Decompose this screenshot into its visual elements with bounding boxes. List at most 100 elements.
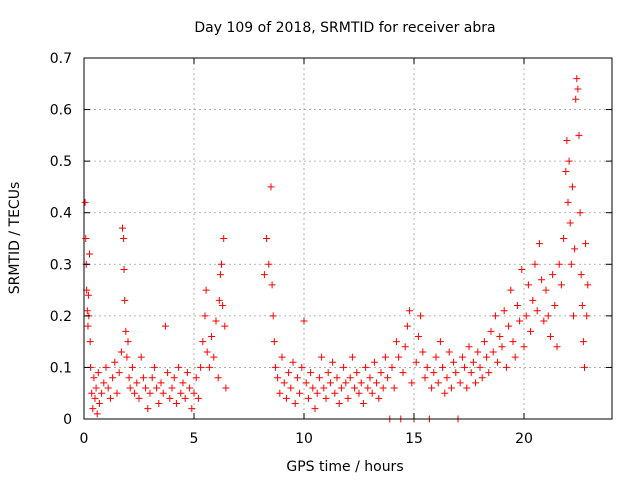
data-point — [573, 75, 581, 83]
data-point — [293, 374, 301, 382]
x-tick-label: 10 — [295, 431, 313, 447]
data-point — [181, 394, 189, 402]
data-point — [315, 374, 323, 382]
data-point — [447, 384, 455, 392]
data-point — [100, 379, 108, 387]
data-point — [102, 363, 110, 371]
data-point — [131, 389, 139, 397]
data-point — [533, 307, 541, 315]
y-tick-label: 0.2 — [50, 309, 72, 325]
data-point — [476, 363, 484, 371]
data-point — [436, 338, 444, 346]
data-point — [268, 281, 276, 289]
data-point — [177, 389, 185, 397]
data-point — [159, 389, 167, 397]
data-point — [115, 369, 123, 377]
data-point — [202, 286, 210, 294]
data-point — [578, 302, 586, 310]
data-point — [520, 343, 528, 351]
data-point — [94, 369, 102, 377]
data-point — [155, 400, 163, 408]
y-tick-label: 0.6 — [50, 103, 72, 119]
data-point — [86, 250, 93, 258]
data-point — [498, 343, 506, 351]
data-point — [565, 157, 573, 165]
data-point — [125, 374, 133, 382]
data-point — [414, 332, 422, 340]
data-point — [527, 327, 535, 335]
data-point — [309, 384, 317, 392]
data-point — [549, 271, 557, 279]
data-point — [201, 312, 209, 320]
data-point — [170, 374, 178, 382]
data-point — [370, 358, 378, 366]
data-point — [289, 358, 297, 366]
x-tick-label: 20 — [515, 431, 533, 447]
data-point — [518, 265, 526, 273]
data-point — [109, 374, 117, 382]
data-point — [133, 379, 141, 387]
data-point — [194, 394, 202, 402]
data-point — [280, 379, 288, 387]
data-point — [364, 384, 372, 392]
data-point — [212, 317, 220, 325]
data-point — [89, 405, 97, 413]
data-point — [570, 312, 577, 320]
y-tick-label: 0 — [63, 412, 72, 428]
data-point — [126, 384, 134, 392]
data-point — [278, 353, 286, 361]
data-point — [172, 400, 180, 408]
data-point — [197, 363, 205, 371]
data-point — [487, 327, 495, 335]
data-point — [221, 322, 229, 330]
data-point — [168, 384, 176, 392]
data-point — [81, 198, 89, 206]
data-point — [123, 353, 131, 361]
data-point — [434, 379, 442, 387]
data-point — [311, 405, 319, 413]
data-point — [302, 379, 310, 387]
data-point — [480, 338, 488, 346]
data-point — [270, 338, 278, 346]
data-point — [83, 307, 91, 315]
data-point — [513, 302, 521, 310]
data-point — [544, 312, 552, 320]
data-point — [575, 131, 583, 139]
data-point — [179, 379, 187, 387]
data-point — [401, 343, 409, 351]
data-point — [340, 363, 348, 371]
data-point — [333, 374, 341, 382]
data-point — [384, 374, 392, 382]
data-point — [342, 379, 350, 387]
data-point — [285, 369, 293, 377]
data-point — [208, 332, 216, 340]
data-point — [469, 358, 477, 366]
data-point — [271, 363, 279, 371]
data-point — [563, 137, 571, 145]
data-point — [117, 348, 125, 356]
data-point — [166, 394, 174, 402]
data-point — [88, 389, 96, 397]
data-point — [566, 219, 574, 227]
data-point — [307, 369, 315, 377]
data-point — [423, 363, 431, 371]
data-point — [222, 384, 230, 392]
data-point — [218, 260, 225, 268]
data-point — [282, 394, 290, 402]
data-point — [95, 400, 103, 408]
data-point — [441, 389, 449, 397]
data-point — [467, 369, 475, 377]
data-point — [417, 312, 425, 320]
data-point — [540, 317, 548, 325]
data-point — [324, 369, 332, 377]
data-point — [465, 343, 473, 351]
data-point — [199, 338, 207, 346]
data-point — [373, 379, 381, 387]
data-point — [381, 353, 389, 361]
data-point — [124, 338, 132, 346]
data-point — [260, 271, 268, 279]
data-point — [560, 235, 568, 242]
data-point — [313, 389, 321, 397]
data-point — [538, 276, 546, 284]
data-point — [113, 389, 121, 397]
